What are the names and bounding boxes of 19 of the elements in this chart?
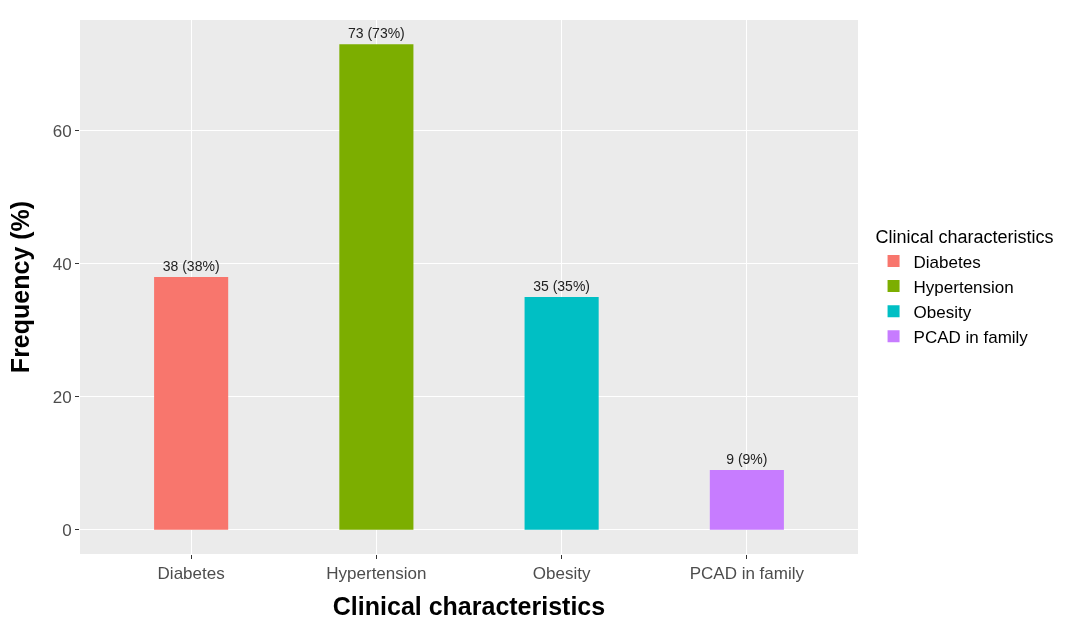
legend-label: PCAD in family <box>913 327 1029 347</box>
y-tick-label: 40 <box>52 254 72 274</box>
legend-label: Diabetes <box>913 252 981 272</box>
y-tick-label: 60 <box>52 121 72 141</box>
x-tick-label: PCAD in family <box>689 564 805 584</box>
x-axis-title: Clinical characteristics <box>332 592 606 621</box>
x-tick-label: Hypertension <box>326 564 427 584</box>
data-label: 73 (73%) <box>347 25 405 42</box>
data-label: 9 (9%) <box>726 450 768 467</box>
y-tick-label: 20 <box>52 387 72 407</box>
legend-label: Hypertension <box>913 277 1014 297</box>
legend-title: Clinical characteristics <box>875 227 1054 248</box>
data-label: 38 (38%) <box>162 258 220 275</box>
y-tick-label: 0 <box>62 520 72 540</box>
data-label: 35 (35%) <box>533 277 591 294</box>
x-tick-label: Obesity <box>532 564 591 584</box>
legend-label: Obesity <box>913 302 972 322</box>
y-axis-title: Frequency (%) <box>6 200 35 374</box>
x-tick-label: Diabetes <box>157 564 225 584</box>
